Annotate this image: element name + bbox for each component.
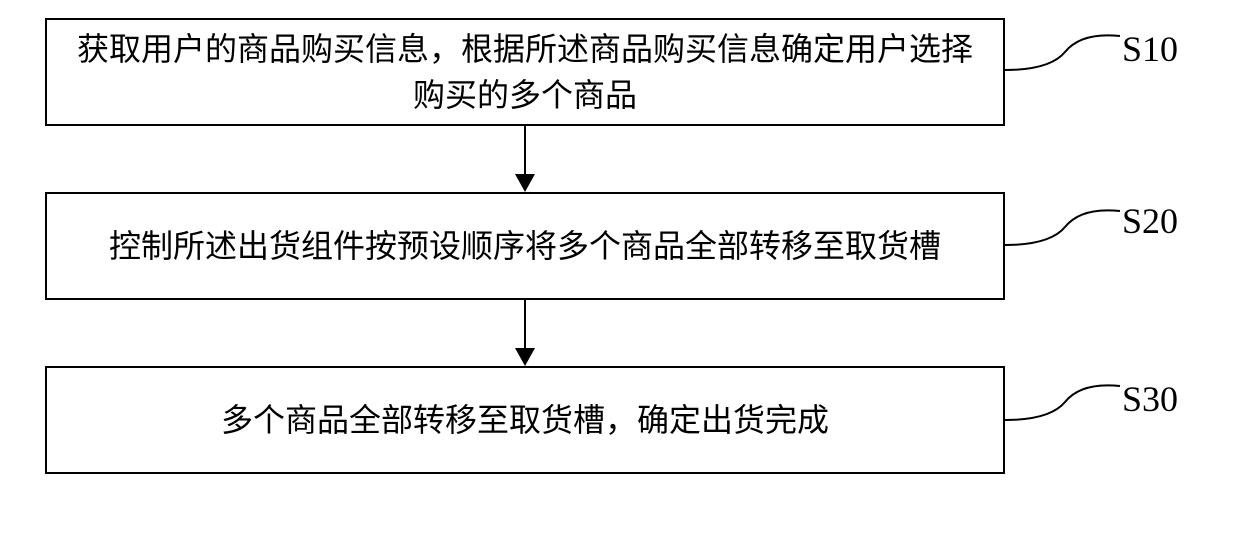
flow-step-s10: 获取用户的商品购买信息，根据所述商品购买信息确定用户选择购买的多个商品 <box>45 18 1005 126</box>
step-label-s20: S20 <box>1122 200 1178 242</box>
arrow-icon <box>45 126 1005 192</box>
flow-step-text: 获取用户的商品购买信息，根据所述商品购买信息确定用户选择购买的多个商品 <box>67 26 983 119</box>
flow-step-text: 多个商品全部转移至取货槽，确定出货完成 <box>221 397 829 443</box>
flow-step-s30: 多个商品全部转移至取货槽，确定出货完成 <box>45 366 1005 474</box>
connector-curve-icon <box>1005 380 1125 430</box>
connector-curve-icon <box>1005 205 1125 255</box>
step-label-s30: S30 <box>1122 378 1178 420</box>
step-label-text: S10 <box>1122 29 1178 69</box>
step-label-text: S20 <box>1122 201 1178 241</box>
flow-step-s20: 控制所述出货组件按预设顺序将多个商品全部转移至取货槽 <box>45 192 1005 300</box>
connector-curve-icon <box>1005 30 1125 80</box>
step-label-s10: S10 <box>1122 28 1178 70</box>
flowchart-container: 获取用户的商品购买信息，根据所述商品购买信息确定用户选择购买的多个商品 控制所述… <box>45 18 1005 474</box>
arrow-icon <box>45 300 1005 366</box>
step-label-text: S30 <box>1122 379 1178 419</box>
flow-step-text: 控制所述出货组件按预设顺序将多个商品全部转移至取货槽 <box>109 223 941 269</box>
